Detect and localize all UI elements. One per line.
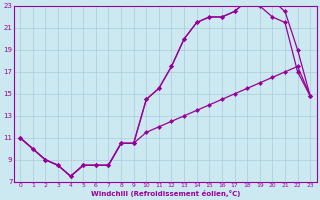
X-axis label: Windchill (Refroidissement éolien,°C): Windchill (Refroidissement éolien,°C) [91,190,240,197]
